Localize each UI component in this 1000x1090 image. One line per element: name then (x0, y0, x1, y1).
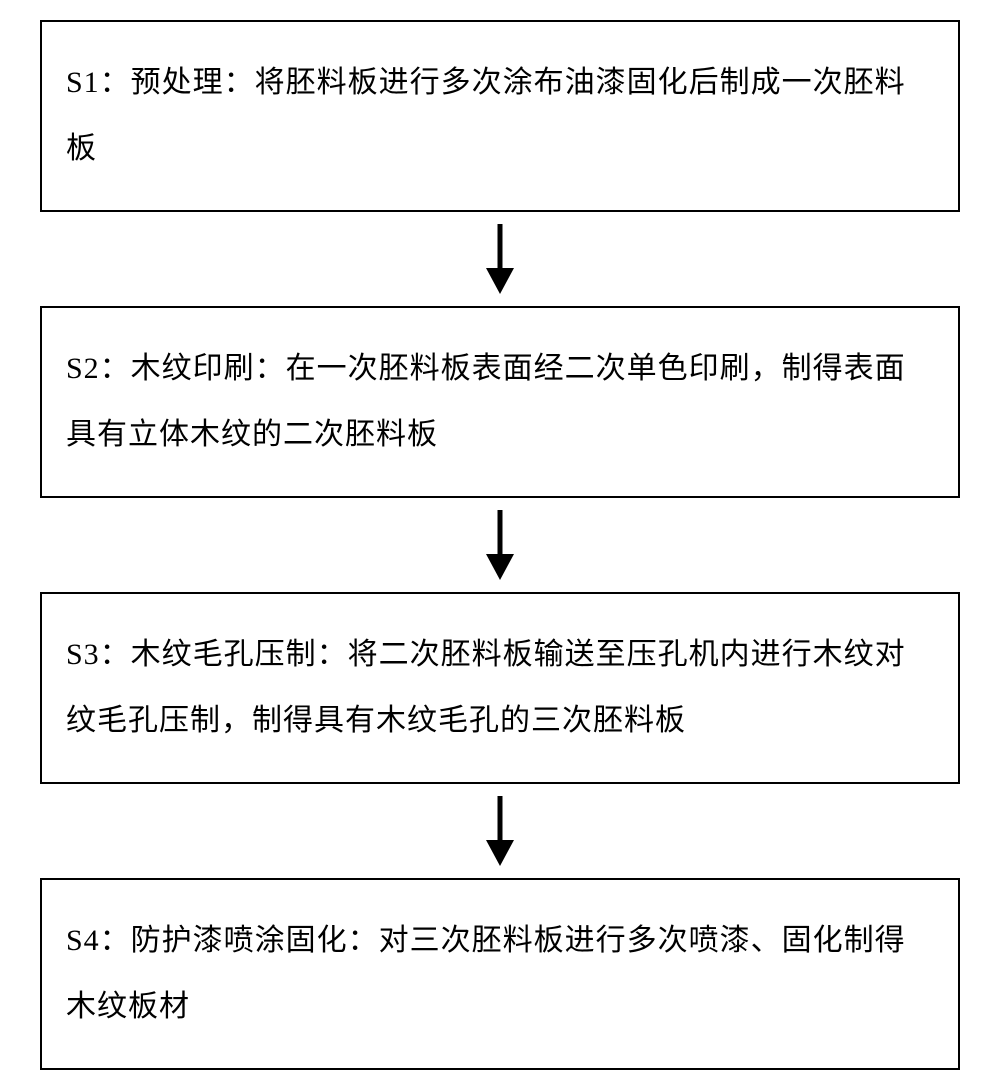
step-text-s3: S3：木纹毛孔压制：将二次胚料板输送至压孔机内进行木纹对纹毛孔压制，制得具有木纹… (66, 638, 906, 737)
step-text-s1: S1：预处理：将胚料板进行多次涂布油漆固化后制成一次胚料板 (66, 66, 906, 165)
step-box-s4: S4：防护漆喷涂固化：对三次胚料板进行多次喷漆、固化制得木纹板材 (40, 878, 960, 1070)
arrow-down-icon (480, 796, 520, 866)
step-text-s4: S4：防护漆喷涂固化：对三次胚料板进行多次喷漆、固化制得木纹板材 (66, 924, 906, 1023)
arrow-2 (480, 498, 520, 592)
arrow-down-icon (480, 510, 520, 580)
step-box-s1: S1：预处理：将胚料板进行多次涂布油漆固化后制成一次胚料板 (40, 20, 960, 212)
step-box-s3: S3：木纹毛孔压制：将二次胚料板输送至压孔机内进行木纹对纹毛孔压制，制得具有木纹… (40, 592, 960, 784)
flowchart-container: S1：预处理：将胚料板进行多次涂布油漆固化后制成一次胚料板 S2：木纹印刷：在一… (40, 20, 960, 1070)
arrow-down-icon (480, 224, 520, 294)
arrow-1 (480, 212, 520, 306)
arrow-3 (480, 784, 520, 878)
step-box-s2: S2：木纹印刷：在一次胚料板表面经二次单色印刷，制得表面具有立体木纹的二次胚料板 (40, 306, 960, 498)
step-text-s2: S2：木纹印刷：在一次胚料板表面经二次单色印刷，制得表面具有立体木纹的二次胚料板 (66, 352, 906, 451)
